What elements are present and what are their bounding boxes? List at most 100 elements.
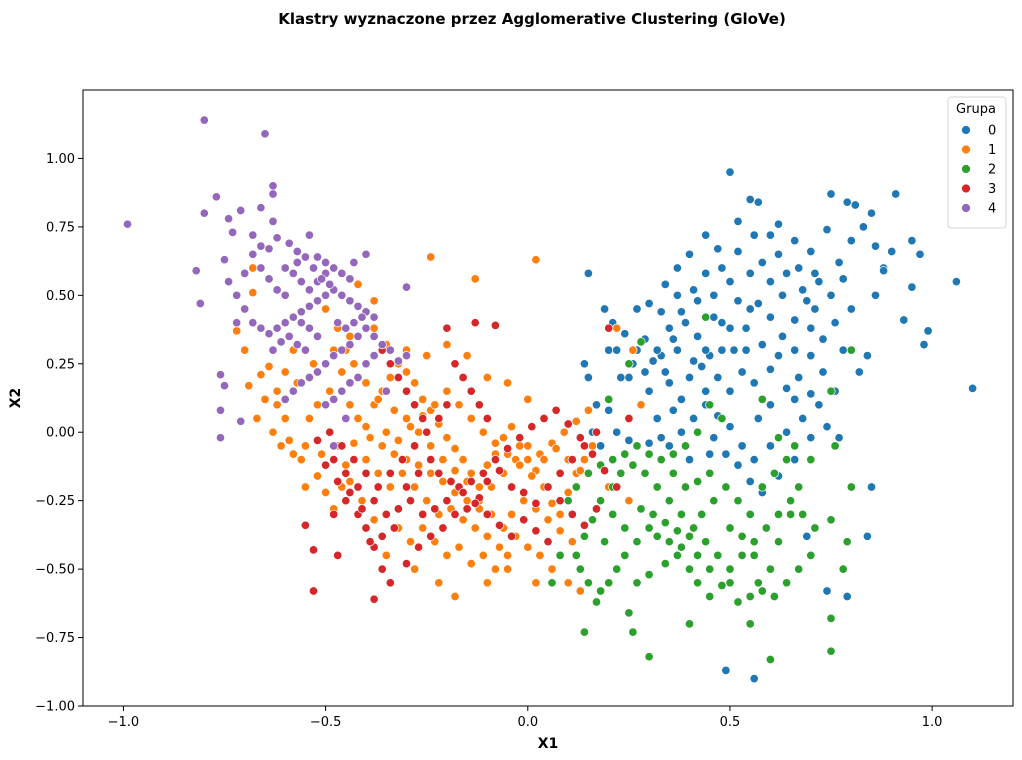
data-point xyxy=(782,383,792,393)
data-point xyxy=(680,482,691,492)
data-point xyxy=(474,482,484,492)
data-point xyxy=(838,564,848,574)
data-point xyxy=(345,487,355,498)
data-point xyxy=(304,372,314,383)
data-point xyxy=(361,455,371,465)
data-point xyxy=(442,323,452,333)
x-axis-ticks: −1.0 −0.5 0.0 0.5 1.0 xyxy=(108,706,942,730)
data-point xyxy=(369,351,379,361)
data-point xyxy=(543,515,553,525)
data-point xyxy=(689,285,699,295)
data-point xyxy=(442,496,452,506)
data-point xyxy=(612,323,622,333)
y-tick-label: 0.00 xyxy=(46,426,75,441)
data-point xyxy=(826,646,836,656)
data-point xyxy=(713,244,723,254)
data-point xyxy=(757,257,767,268)
data-point xyxy=(705,449,715,459)
data-point xyxy=(527,422,537,432)
data-point xyxy=(640,367,650,377)
data-point xyxy=(697,361,707,372)
data-point xyxy=(709,312,719,322)
data-point xyxy=(725,323,735,333)
data-point xyxy=(794,482,804,492)
data-point xyxy=(745,304,755,314)
data-point xyxy=(240,345,250,355)
data-point xyxy=(426,531,436,541)
data-point xyxy=(535,550,545,560)
data-point xyxy=(381,386,391,396)
data-point xyxy=(822,586,832,596)
data-point xyxy=(312,400,323,410)
data-point xyxy=(826,290,836,300)
data-point xyxy=(515,433,525,443)
data-point xyxy=(325,279,335,289)
data-point xyxy=(296,318,306,328)
data-point xyxy=(321,400,331,410)
data-point xyxy=(284,238,294,248)
data-point xyxy=(810,304,820,314)
data-point xyxy=(470,274,480,284)
data-point xyxy=(296,277,306,287)
data-point xyxy=(741,323,751,333)
data-point xyxy=(644,570,654,580)
data-point xyxy=(870,241,881,251)
data-point xyxy=(341,323,351,333)
data-point xyxy=(612,482,622,492)
data-point xyxy=(806,323,816,333)
data-point xyxy=(806,246,816,257)
data-point xyxy=(721,449,731,459)
data-point xyxy=(806,351,816,361)
data-point xyxy=(426,441,436,451)
legend-entry: 2 xyxy=(961,163,996,178)
data-point xyxy=(773,537,784,547)
data-point xyxy=(757,586,767,596)
data-point xyxy=(782,427,792,437)
data-point xyxy=(591,400,602,410)
data-point xyxy=(632,537,642,547)
legend-label: 4 xyxy=(988,202,996,217)
data-point xyxy=(733,296,743,306)
data-point xyxy=(644,523,654,533)
legend-label: 2 xyxy=(988,163,996,178)
data-point xyxy=(454,400,464,410)
data-point xyxy=(858,222,868,232)
data-point xyxy=(701,230,711,240)
data-point xyxy=(462,504,472,514)
data-point xyxy=(555,509,565,519)
data-point xyxy=(353,279,363,289)
data-point xyxy=(725,386,735,396)
data-point xyxy=(401,482,412,492)
data-point xyxy=(579,531,589,541)
data-point xyxy=(705,400,715,410)
data-point xyxy=(790,236,800,246)
data-point xyxy=(442,400,452,410)
data-point xyxy=(794,372,804,383)
data-point xyxy=(612,427,622,437)
data-point xyxy=(341,460,351,470)
data-point xyxy=(672,345,682,355)
data-point xyxy=(745,268,755,278)
legend: Grupa 0 1 2 3 4 xyxy=(947,96,1007,229)
y-tick-label: 1.00 xyxy=(46,152,75,167)
data-point xyxy=(361,359,371,369)
data-point xyxy=(806,550,816,560)
data-point xyxy=(684,531,695,541)
data-point xyxy=(749,550,759,560)
data-point xyxy=(345,296,355,306)
data-point xyxy=(705,564,715,574)
data-point xyxy=(410,441,420,451)
data-point xyxy=(349,438,359,448)
data-point xyxy=(482,509,492,519)
data-point xyxy=(664,537,674,547)
data-point xyxy=(268,216,278,226)
data-point xyxy=(555,526,565,536)
data-point xyxy=(369,594,379,604)
data-point xyxy=(361,323,371,333)
data-point xyxy=(308,263,319,273)
data-point xyxy=(907,236,917,246)
data-point xyxy=(790,441,800,451)
data-point xyxy=(555,550,565,560)
data-point xyxy=(842,537,852,547)
data-point xyxy=(660,518,670,528)
